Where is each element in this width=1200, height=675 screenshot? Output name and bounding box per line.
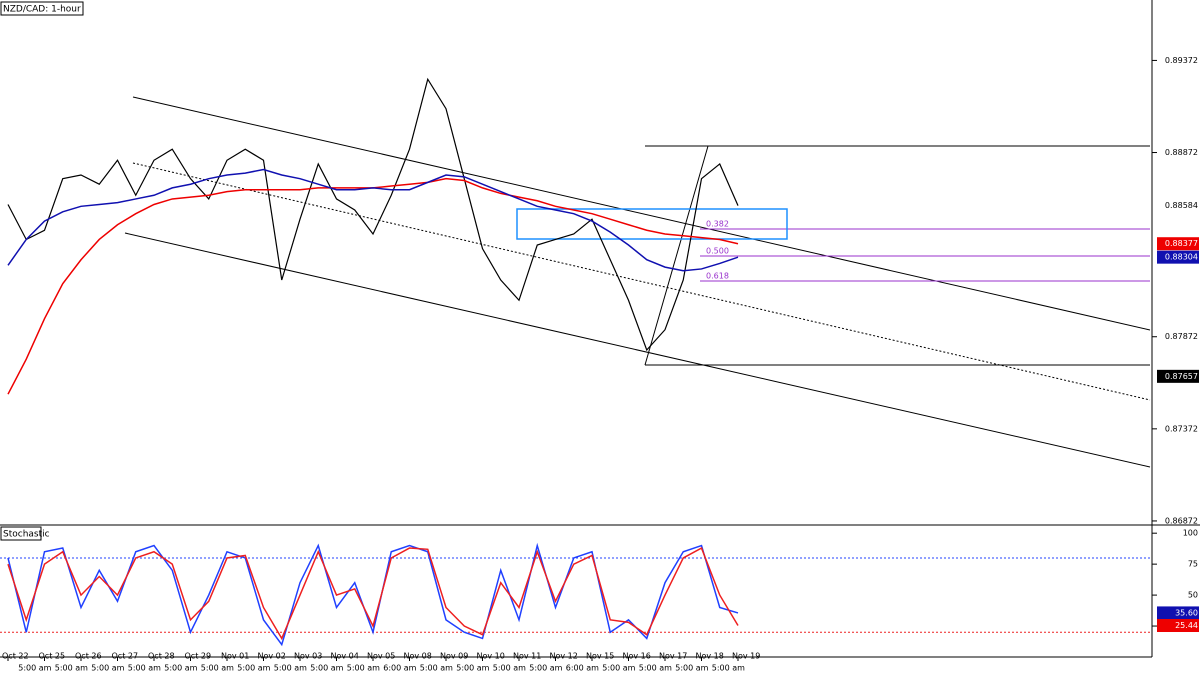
x-tick-label: Oct 29 — [185, 652, 212, 661]
x-tick-label: 5:00 am — [201, 664, 234, 673]
x-tick-label: Nov 18 — [696, 652, 724, 661]
x-tick-label: Oct 25 — [39, 652, 66, 661]
x-tick-label: Nov 12 — [550, 652, 578, 661]
chart-title: Stochastic — [3, 530, 50, 540]
x-tick-label: Oct 27 — [112, 652, 139, 661]
price-badge-label: 25.44 — [1175, 621, 1198, 630]
x-tick-label: Oct 22 — [2, 652, 29, 661]
x-tick-label: 5:00 am — [493, 664, 526, 673]
x-tick-label: Oct 28 — [148, 652, 175, 661]
y-tick-label: 0.87372 — [1165, 424, 1198, 433]
y-tick-label: 100 — [1183, 529, 1198, 538]
x-tick-label: 6:00 am — [566, 664, 599, 673]
title-box — [0, 1, 84, 16]
y-tick-label: 0.87872 — [1165, 332, 1198, 341]
zone-box — [516, 208, 788, 240]
x-tick-label: Nov 17 — [659, 652, 687, 661]
price-badge — [1157, 237, 1199, 251]
price-badge — [1157, 199, 1199, 213]
fib-label: 0.500 — [706, 247, 729, 256]
x-tick-label: 5:00 am — [18, 664, 51, 673]
series-line — [7, 542, 739, 647]
x-tick-label: Nov 03 — [294, 652, 322, 661]
x-tick-label: 5:00 am — [128, 664, 161, 673]
x-tick-label: Nov 09 — [440, 652, 468, 661]
x-tick-label: Nov 11 — [513, 652, 541, 661]
price-badge-label: 0.87657 — [1165, 372, 1198, 381]
x-tick-label: Nov 02 — [258, 652, 286, 661]
x-tick-label: Nov 16 — [623, 652, 651, 661]
x-tick-label: 5:00 am — [347, 664, 380, 673]
x-tick-label: Nov 05 — [367, 652, 395, 661]
y-tick-label: 0.86872 — [1165, 516, 1198, 525]
x-tick-label: 6:00 am — [383, 664, 416, 673]
series-line — [7, 77, 739, 352]
x-tick-label: Nov 19 — [732, 652, 760, 661]
x-tick-label: Nov 04 — [331, 652, 359, 661]
x-tick-label: 5:00 am — [639, 664, 672, 673]
x-tick-label: 5:00 am — [91, 664, 124, 673]
x-tick-label: Nov 01 — [221, 652, 249, 661]
x-tick-label: Nov 10 — [477, 652, 505, 661]
x-tick-label: 5:00 am — [602, 664, 635, 673]
fib-label: 0.618 — [706, 272, 729, 281]
price-badge — [1157, 606, 1199, 620]
x-tick-label: Nov 15 — [586, 652, 614, 661]
chart-title: NZD/CAD: 1-hour — [3, 5, 81, 15]
fib-label: 0.382 — [706, 220, 729, 229]
x-tick-label: 5:00 am — [55, 664, 88, 673]
title-box — [0, 526, 42, 541]
series-line — [7, 168, 739, 272]
price-badge — [1157, 250, 1199, 264]
y-tick-label: 0.89372 — [1165, 56, 1198, 65]
x-tick-label: 5:00 am — [456, 664, 489, 673]
x-tick-label: 5:00 am — [675, 664, 708, 673]
x-tick-label: 5:00 am — [529, 664, 562, 673]
x-tick-label: 5:00 am — [164, 664, 197, 673]
x-tick-label: 5:00 am — [712, 664, 745, 673]
x-tick-label: 5:00 am — [237, 664, 270, 673]
price-badge — [1157, 369, 1199, 383]
channel-upper — [132, 96, 1151, 331]
price-badge-label: 35.60 — [1175, 608, 1198, 617]
x-tick-label: 5:00 am — [420, 664, 453, 673]
y-tick-label: 50 — [1188, 591, 1198, 600]
y-tick-label: 75 — [1188, 560, 1198, 569]
x-tick-label: 5:00 am — [310, 664, 343, 673]
price-badge-label: 0.88377 — [1165, 239, 1198, 248]
price-badge — [1157, 619, 1199, 633]
fib-trend — [644, 145, 709, 366]
x-tick-label: 5:00 am — [274, 664, 307, 673]
price-badge-label: 0.88304 — [1165, 253, 1198, 262]
y-tick-label: 0.88872 — [1165, 148, 1198, 157]
x-tick-label: Nov 08 — [404, 652, 432, 661]
x-tick-label: Oct 26 — [75, 652, 102, 661]
channel-lower — [124, 232, 1151, 468]
series-line — [7, 546, 739, 641]
price-badge-label: 0.88584 — [1165, 201, 1198, 210]
